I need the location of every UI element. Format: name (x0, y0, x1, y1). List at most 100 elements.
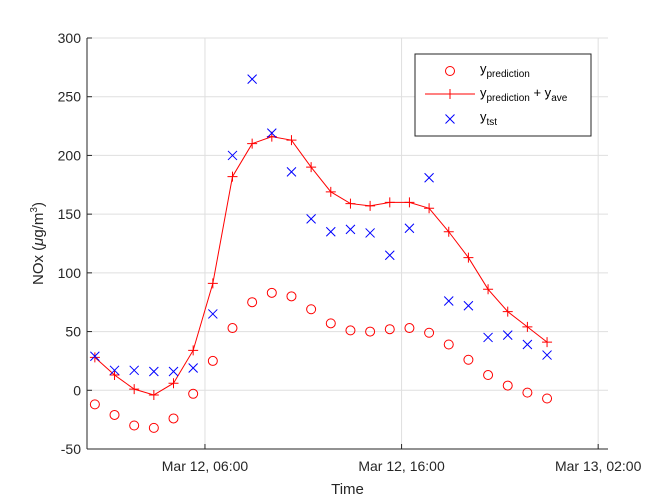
data-point-x (384, 250, 395, 261)
data-point-x (306, 213, 316, 224)
legend-label-tst: ytst (480, 109, 497, 128)
legend-marker-circle (445, 66, 455, 76)
x-tick-label: Mar 12, 06:00 (162, 458, 249, 474)
y-axis-title: NOx (μg/m3) (29, 202, 47, 285)
data-point-x (542, 350, 552, 360)
data-point-x (227, 150, 238, 161)
legend-marker-x (445, 114, 455, 124)
tick-labels: -50 0 50 100 150 200 250 300 Mar 12, 06:00 Mar 12… (58, 30, 642, 474)
data-point-circle (325, 318, 336, 329)
data-point-x (443, 296, 454, 306)
series-2 (90, 74, 552, 377)
data-point-plus (424, 203, 435, 214)
data-point-circle (148, 422, 159, 433)
data-point-circle (247, 297, 258, 308)
data-point-x (345, 224, 356, 235)
legend: yprediction yprediction + yave ytst (414, 53, 592, 137)
data-point-circle (502, 380, 513, 391)
data-point-circle (424, 327, 435, 338)
y-tick-label: 250 (58, 89, 82, 105)
y-axis-title-main: NOx ( (30, 246, 47, 285)
series-line (94, 136, 548, 396)
data-point-plus (306, 162, 317, 173)
data-point-plus (188, 345, 199, 356)
data-point-plus (129, 384, 140, 395)
data-point-x (90, 351, 100, 362)
data-point-plus (483, 284, 494, 295)
y-tick-label: 100 (58, 265, 82, 281)
data-point-circle (443, 339, 454, 350)
data-point-x (188, 363, 199, 373)
data-point-plus (542, 337, 553, 348)
data-point-x (247, 74, 258, 84)
data-point-plus (227, 171, 238, 182)
y-tick-label: 200 (58, 147, 82, 163)
data-point-x (522, 339, 533, 350)
y-tick-label: 300 (58, 30, 82, 46)
data-point-circle (109, 409, 120, 420)
series-layer (89, 74, 553, 433)
data-point-x (148, 366, 159, 377)
series-0 (89, 287, 553, 433)
data-point-plus (148, 389, 159, 400)
data-point-x (424, 172, 434, 183)
y-axis-title-unit: g/m (30, 213, 47, 238)
data-point-x (502, 330, 513, 340)
data-point-x (483, 332, 493, 343)
data-point-x (365, 228, 375, 238)
data-point-plus (345, 198, 356, 209)
data-point-circle (463, 354, 474, 365)
y-axis-title-mu: μ (30, 238, 47, 247)
data-point-plus (443, 226, 454, 237)
data-point-circle (266, 287, 277, 298)
series-1 (89, 131, 553, 400)
x-tick-label: Mar 12, 16:00 (358, 458, 445, 474)
data-point-plus (384, 197, 395, 208)
data-point-circle (384, 324, 395, 335)
data-point-plus (207, 278, 218, 289)
y-tick-label: 50 (65, 324, 81, 340)
data-point-circle (483, 370, 494, 381)
data-point-x (129, 365, 140, 376)
data-point-plus (502, 306, 513, 317)
data-point-circle (365, 326, 376, 337)
data-point-x (207, 309, 218, 319)
data-point-circle (286, 291, 297, 302)
data-point-x (325, 226, 336, 237)
legend-marker-plus (445, 89, 455, 99)
data-point-plus (522, 321, 533, 332)
data-point-circle (207, 355, 218, 366)
data-point-x (286, 167, 297, 177)
data-point-circle (306, 304, 317, 315)
data-point-circle (89, 399, 100, 410)
data-point-x (168, 366, 179, 377)
data-point-circle (168, 413, 179, 424)
data-point-plus (286, 135, 297, 146)
data-point-x (266, 128, 277, 138)
data-point-x (109, 365, 120, 376)
data-point-circle (345, 325, 356, 336)
x-axis-title: Time (331, 481, 364, 498)
data-point-plus (247, 138, 258, 149)
data-point-plus (109, 370, 120, 381)
legend-label-prediction: yprediction (480, 61, 530, 80)
data-point-circle (129, 420, 140, 431)
data-point-circle (542, 393, 553, 404)
legend-label-prediction-ave: yprediction + yave (480, 85, 568, 104)
data-point-circle (188, 388, 199, 399)
data-point-circle (227, 323, 238, 334)
y-axis-title-close: ) (30, 202, 47, 207)
y-axis-title-sup: 3 (29, 207, 40, 213)
axes (86, 37, 608, 450)
data-point-circle (404, 323, 415, 334)
y-tick-label: -50 (61, 441, 81, 457)
grid-lines (87, 37, 608, 450)
y-tick-label: 0 (73, 382, 81, 398)
data-point-circle (522, 387, 533, 398)
y-tick-label: 150 (58, 206, 82, 222)
data-point-plus (168, 378, 179, 389)
data-point-x (404, 223, 415, 234)
legend-box (414, 53, 592, 137)
data-point-plus (365, 200, 376, 211)
